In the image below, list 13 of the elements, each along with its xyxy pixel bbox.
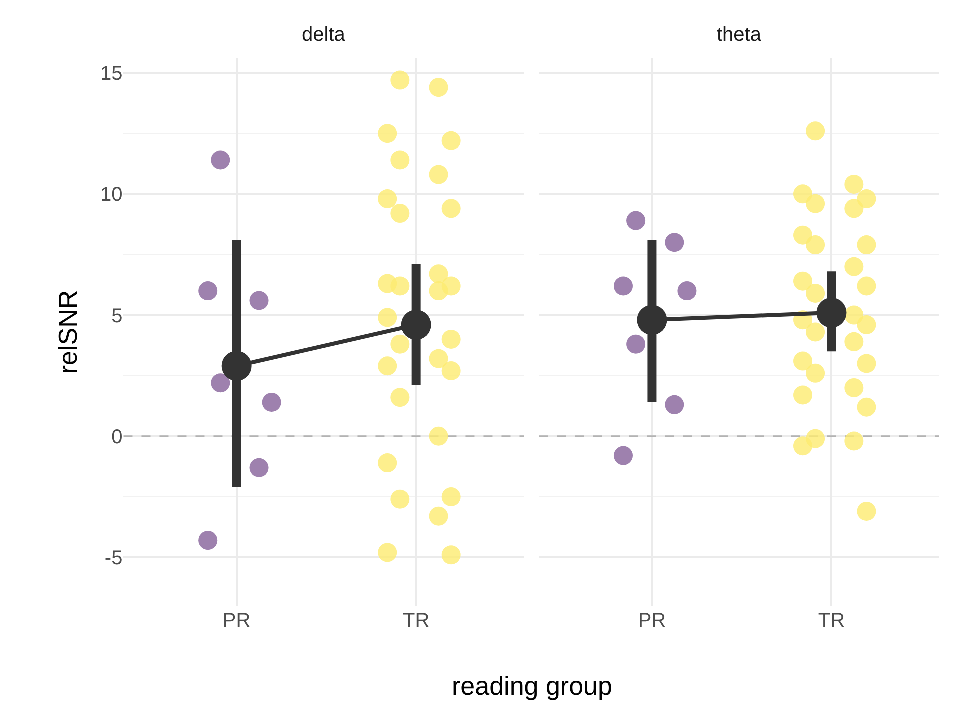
x-tick-label: TR: [402, 610, 430, 632]
x-axis-title: reading group: [452, 671, 612, 701]
x-tick-label: TR: [818, 610, 846, 632]
y-tick-label: 5: [112, 305, 123, 328]
y-tick-label: 15: [100, 63, 123, 86]
x-tick-label: PR: [222, 610, 251, 632]
y-tick-label: -5: [104, 548, 123, 570]
y-tick-label: 0: [112, 426, 123, 448]
chart-title: delta: [302, 24, 346, 46]
y-axis-title: relSNR: [52, 290, 83, 374]
y-tick-label: 10: [100, 184, 123, 206]
chart-title: theta: [717, 24, 762, 46]
x-tick-label: PR: [638, 610, 666, 632]
